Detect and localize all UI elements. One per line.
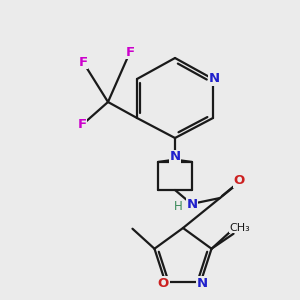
Text: N: N: [208, 73, 220, 85]
Text: F: F: [78, 56, 88, 68]
Text: H: H: [174, 200, 182, 214]
Text: F: F: [77, 118, 87, 131]
Text: N: N: [197, 277, 208, 290]
Text: CH₃: CH₃: [229, 223, 250, 233]
Text: N: N: [169, 151, 181, 164]
Text: F: F: [125, 46, 135, 59]
Text: N: N: [186, 199, 198, 212]
Text: O: O: [158, 277, 169, 290]
Text: O: O: [233, 175, 244, 188]
